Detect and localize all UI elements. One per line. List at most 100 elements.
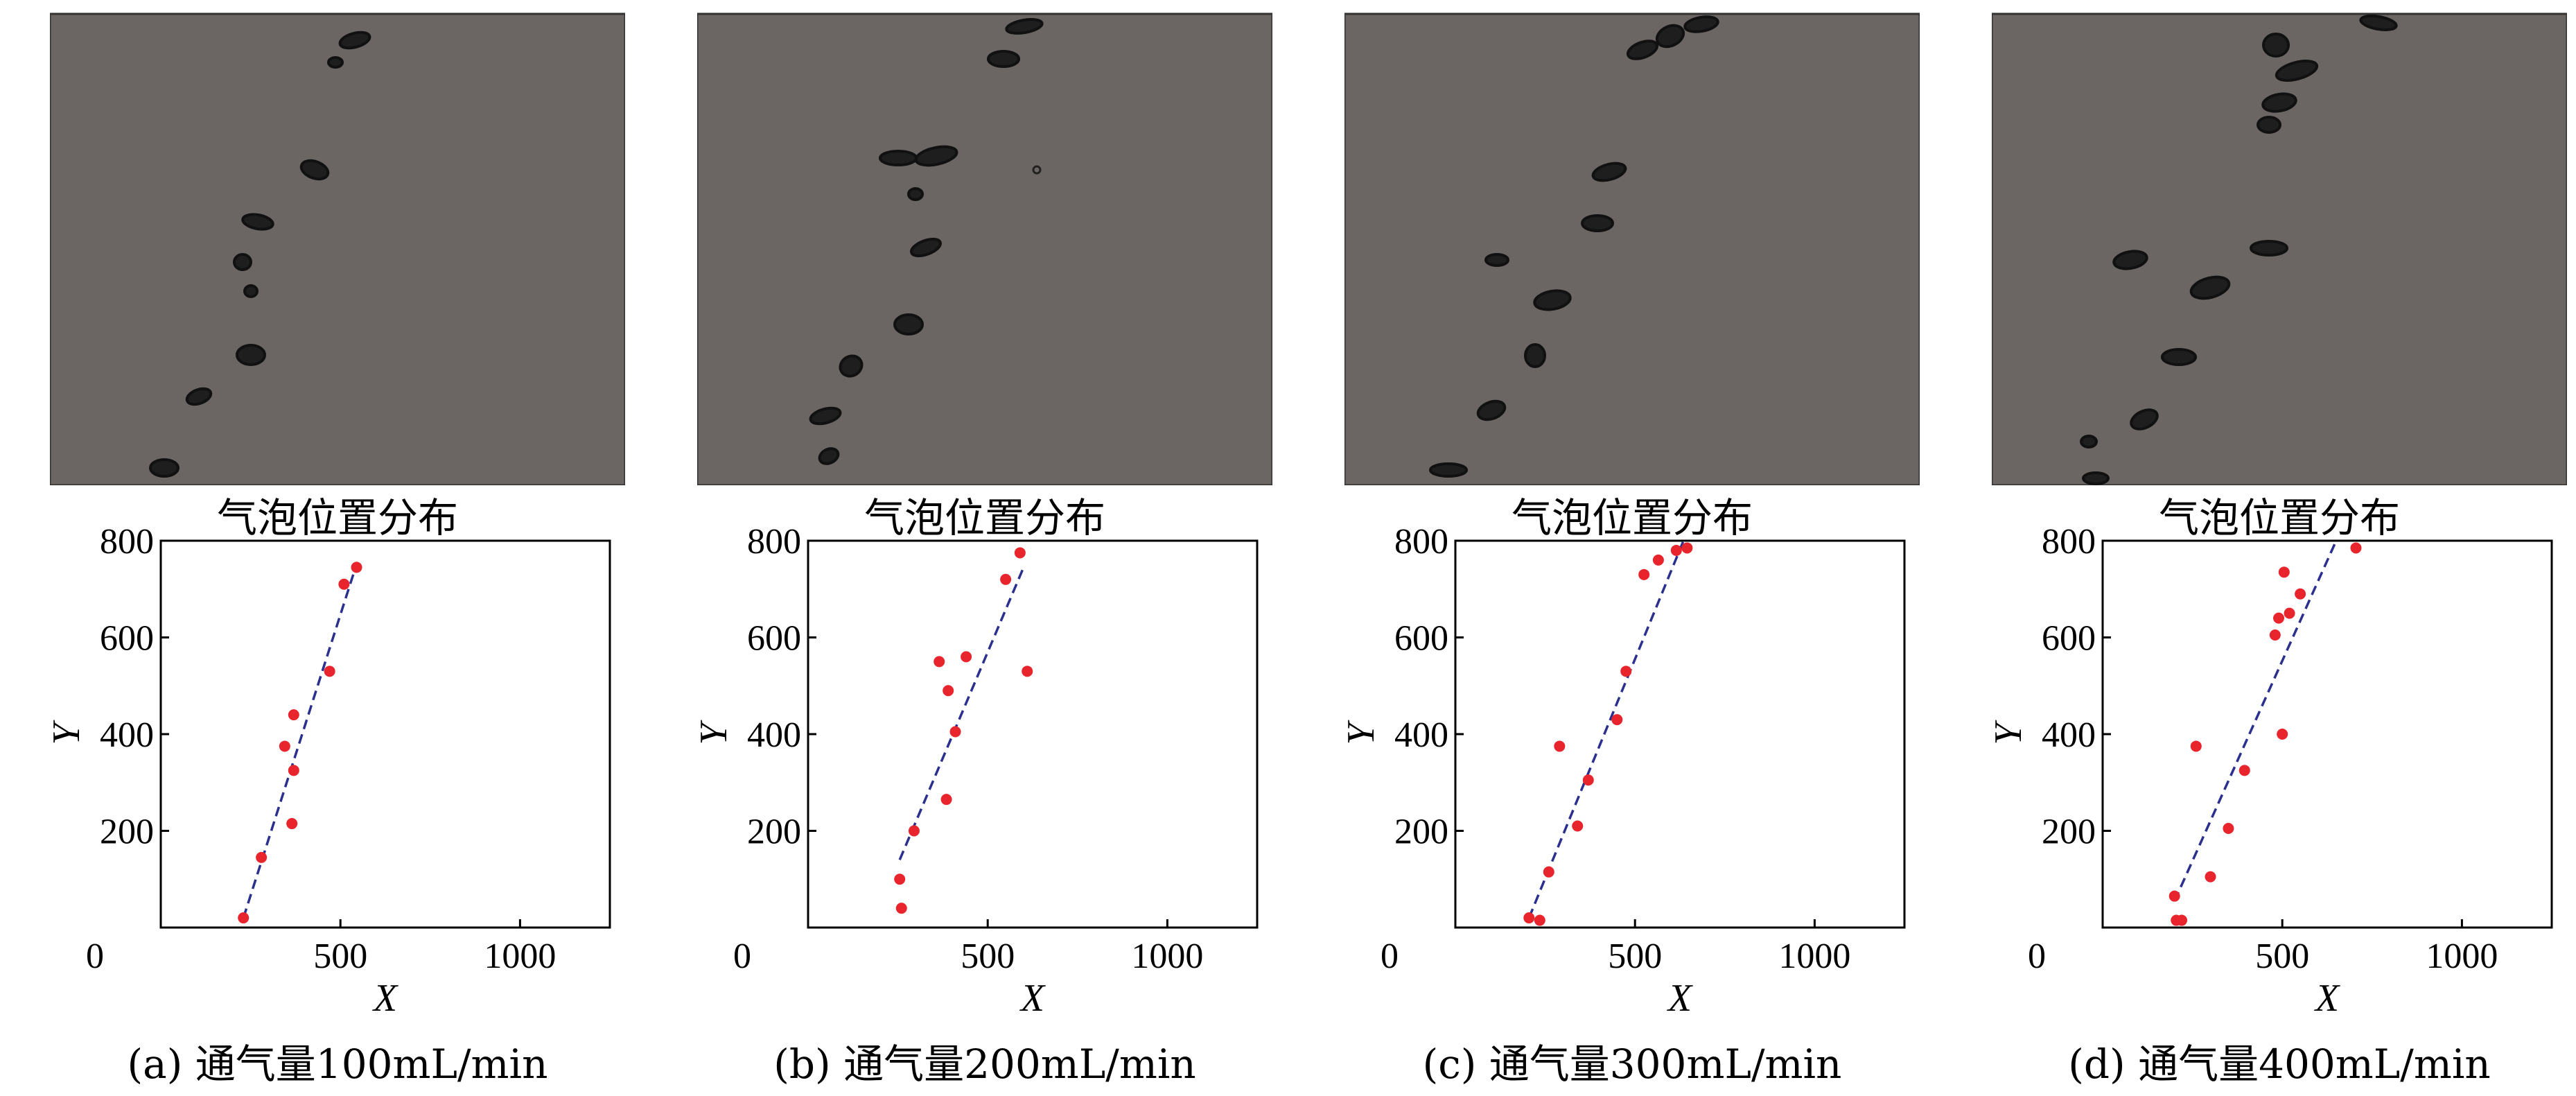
x-tick-label: 500 <box>313 937 367 976</box>
bubble-photo-b <box>697 12 1272 485</box>
data-point <box>1582 774 1594 786</box>
y-tick-label: 800 <box>747 522 801 562</box>
y-tick-label: 400 <box>1394 715 1448 755</box>
data-point <box>279 740 290 752</box>
data-point <box>2295 588 2306 600</box>
y-tick-label: 600 <box>2042 619 2096 659</box>
data-point <box>1670 544 1682 556</box>
data-point <box>1638 568 1650 580</box>
data-point <box>2205 871 2216 882</box>
data-point <box>943 685 954 697</box>
chart-c: 0 500 1000 200 400 600 800 X Y <box>1340 522 1906 1020</box>
data-point <box>1611 714 1623 726</box>
x-tick-label: 1000 <box>484 937 556 976</box>
data-point <box>286 818 298 830</box>
y-tick-label: 800 <box>2042 522 2096 562</box>
x-axis-label: X <box>2314 977 2341 1020</box>
fit-line <box>1527 540 1685 919</box>
x-tick-label: 0 <box>86 937 104 976</box>
data-point <box>288 765 299 776</box>
x-axis-label: X <box>1019 977 1046 1020</box>
data-point <box>961 651 972 663</box>
plot-frame <box>159 539 611 929</box>
data-point <box>2168 890 2180 902</box>
plot-frame <box>1454 539 1906 929</box>
y-tick-label: 600 <box>1394 619 1448 659</box>
x-axis-label: X <box>372 977 399 1020</box>
y-tick-label: 200 <box>1394 812 1448 852</box>
data-point <box>324 666 335 677</box>
data-point <box>1620 666 1632 677</box>
panel-caption-a: (a) 通气量100mL/min <box>127 1041 548 1088</box>
y-tick-label: 200 <box>2042 812 2096 852</box>
photo-caption-a: 气泡位置分布 <box>216 494 458 541</box>
data-point <box>288 709 299 721</box>
x-tick-label: 0 <box>733 937 751 976</box>
x-tick-label: 0 <box>2028 937 2046 976</box>
y-tick-label: 200 <box>100 812 154 852</box>
panel-c: 气泡位置分布 0 500 1000 200 400 600 800 X Y (c) 通气量300… <box>1340 0 1968 1096</box>
x-axis-label: X <box>1667 977 1694 1020</box>
bubble-photo-c <box>1344 12 1920 485</box>
data-point <box>351 562 362 573</box>
x-tick-label: 500 <box>1608 937 1662 976</box>
x-tick-label: 1000 <box>2426 937 2498 976</box>
data-point <box>1523 912 1535 924</box>
data-point <box>894 873 906 885</box>
data-point <box>256 851 268 863</box>
y-tick-label: 800 <box>1394 522 1448 562</box>
y-tick-label: 800 <box>100 522 154 562</box>
data-point <box>908 825 920 837</box>
y-tick-label: 400 <box>747 715 801 755</box>
photo-caption-b: 气泡位置分布 <box>864 494 1105 541</box>
panel-d: 气泡位置分布 0 500 1000 200 400 600 800 X Y (d) 通气量400… <box>1987 0 2576 1096</box>
y-tick-label: 600 <box>747 619 801 659</box>
photo-caption-c: 气泡位置分布 <box>1511 494 1753 541</box>
plot-frame <box>807 539 1259 929</box>
data-point <box>934 656 945 668</box>
x-tick-label: 1000 <box>1778 937 1850 976</box>
data-point <box>1572 820 1584 832</box>
y-tick-label: 400 <box>2042 715 2096 755</box>
panel-b: 气泡位置分布 0 500 1000 200 400 600 800 X Y (b) 通气量200… <box>692 0 1321 1096</box>
data-point <box>2284 607 2295 619</box>
data-point <box>2269 629 2281 641</box>
y-axis-label: Y <box>1987 720 2030 745</box>
data-point <box>2223 823 2234 835</box>
photo-caption-d: 气泡位置分布 <box>2158 494 2400 541</box>
data-point <box>2350 542 2362 554</box>
data-point <box>1681 542 1693 554</box>
y-tick-label: 600 <box>100 619 154 659</box>
plot-frame <box>2101 539 2553 929</box>
data-point <box>338 578 350 590</box>
data-point <box>895 903 907 914</box>
data-point <box>949 726 961 738</box>
x-tick-label: 0 <box>1381 937 1399 976</box>
data-point <box>2190 740 2202 752</box>
data-point <box>1534 914 1545 926</box>
data-point <box>1022 666 1033 677</box>
data-point <box>940 794 952 806</box>
chart-a: 0 500 1000 200 400 600 800 X Y <box>45 522 611 1020</box>
panel-caption-b: (b) 通气量200mL/min <box>773 1041 1196 1088</box>
data-point <box>2277 729 2288 740</box>
chart-b: 0 500 1000 200 400 600 800 X Y <box>692 522 1259 1020</box>
panel-caption-d: (d) 通气量400mL/min <box>2068 1041 2491 1088</box>
panel-a: 气泡位置分布 0 500 1000 200 400 600 800 X Y (a) 通气量100… <box>45 0 674 1096</box>
y-tick-label: 200 <box>747 812 801 852</box>
data-point <box>1652 554 1664 566</box>
y-axis-label: Y <box>45 720 88 745</box>
data-point <box>2238 765 2250 776</box>
y-axis-label: Y <box>1340 720 1383 745</box>
fit-line <box>898 566 1025 861</box>
data-point <box>2273 612 2285 624</box>
data-point <box>1000 573 1012 585</box>
x-tick-label: 500 <box>961 937 1015 976</box>
y-tick-label: 400 <box>100 715 154 755</box>
data-point <box>1554 740 1566 752</box>
data-point <box>2278 566 2290 578</box>
x-tick-label: 500 <box>2255 937 2309 976</box>
fit-line <box>2173 540 2338 902</box>
fit-line <box>242 569 356 919</box>
y-axis-label: Y <box>692 720 735 745</box>
